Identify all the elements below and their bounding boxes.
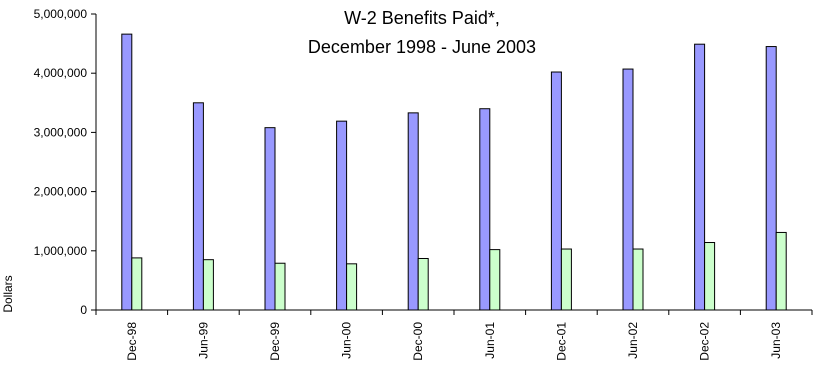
y-tick-label: 2,000,000 [34, 185, 88, 199]
x-tick-label: Jun-00 [340, 322, 354, 359]
y-tick-label: 0 [80, 303, 87, 317]
x-tick-label: Dec-01 [554, 322, 568, 361]
bar-series-2-dec-99 [274, 262, 286, 311]
bar-series-1-dec-99 [264, 127, 276, 311]
bar-series-2-jun-00 [346, 263, 358, 311]
bar-series-1-dec-00 [407, 112, 419, 311]
y-tick-label: 5,000,000 [34, 7, 88, 21]
x-tick-label: Jun-99 [196, 322, 210, 359]
x-tick-label: Jun-03 [769, 322, 783, 359]
x-axis: Dec-98 Jun-99 Dec-99 Jun-00 Dec-00 Jun-01 Dec-… [95, 309, 813, 361]
bar-series-2-jun-02 [632, 248, 644, 311]
y-tick-label: 3,000,000 [34, 125, 88, 139]
bar-series-2-jun-99 [202, 259, 214, 311]
bar-series-2-dec-02 [704, 242, 716, 311]
bar-series-2-jun-01 [489, 249, 501, 311]
y-tick-label: 1,000,000 [34, 244, 88, 258]
y-axis: 0 1,000,000 2,000,000 3,000,000 4,000,000 5,0… [34, 7, 97, 317]
chart-title-line-1: W-2 Benefits Paid*, [344, 8, 500, 28]
bar-series-2-dec-98 [131, 257, 143, 311]
bar-series-1-dec-98 [121, 33, 133, 311]
y-axis-label: Dollars [1, 275, 15, 312]
bar-series-1-dec-01 [550, 71, 562, 311]
bar-series-1-jun-02 [622, 68, 634, 311]
bar-series-2-jun-03 [775, 231, 787, 311]
x-tick-label: Dec-98 [125, 322, 139, 361]
y-tick-label: 4,000,000 [34, 66, 88, 80]
x-tick-label: Jun-02 [626, 322, 640, 359]
x-tick-label: Dec-99 [268, 322, 282, 361]
bar-series-1-jun-99 [192, 102, 204, 311]
bars [121, 33, 787, 311]
bar-series-1-dec-02 [694, 43, 706, 311]
bar-series-2-dec-00 [417, 257, 429, 311]
x-tick-label: Dec-02 [698, 322, 712, 361]
bar-series-1-jun-00 [336, 120, 348, 311]
x-tick-label: Dec-00 [411, 322, 425, 361]
chart-title: W-2 Benefits Paid*, December 1998 - June… [308, 8, 536, 57]
chart-title-line-2: December 1998 - June 2003 [308, 37, 536, 57]
bar-series-1-jun-03 [765, 46, 777, 311]
bar-series-1-jun-01 [479, 108, 491, 311]
x-tick-label: Jun-01 [483, 322, 497, 359]
bar-series-2-dec-01 [560, 248, 572, 311]
